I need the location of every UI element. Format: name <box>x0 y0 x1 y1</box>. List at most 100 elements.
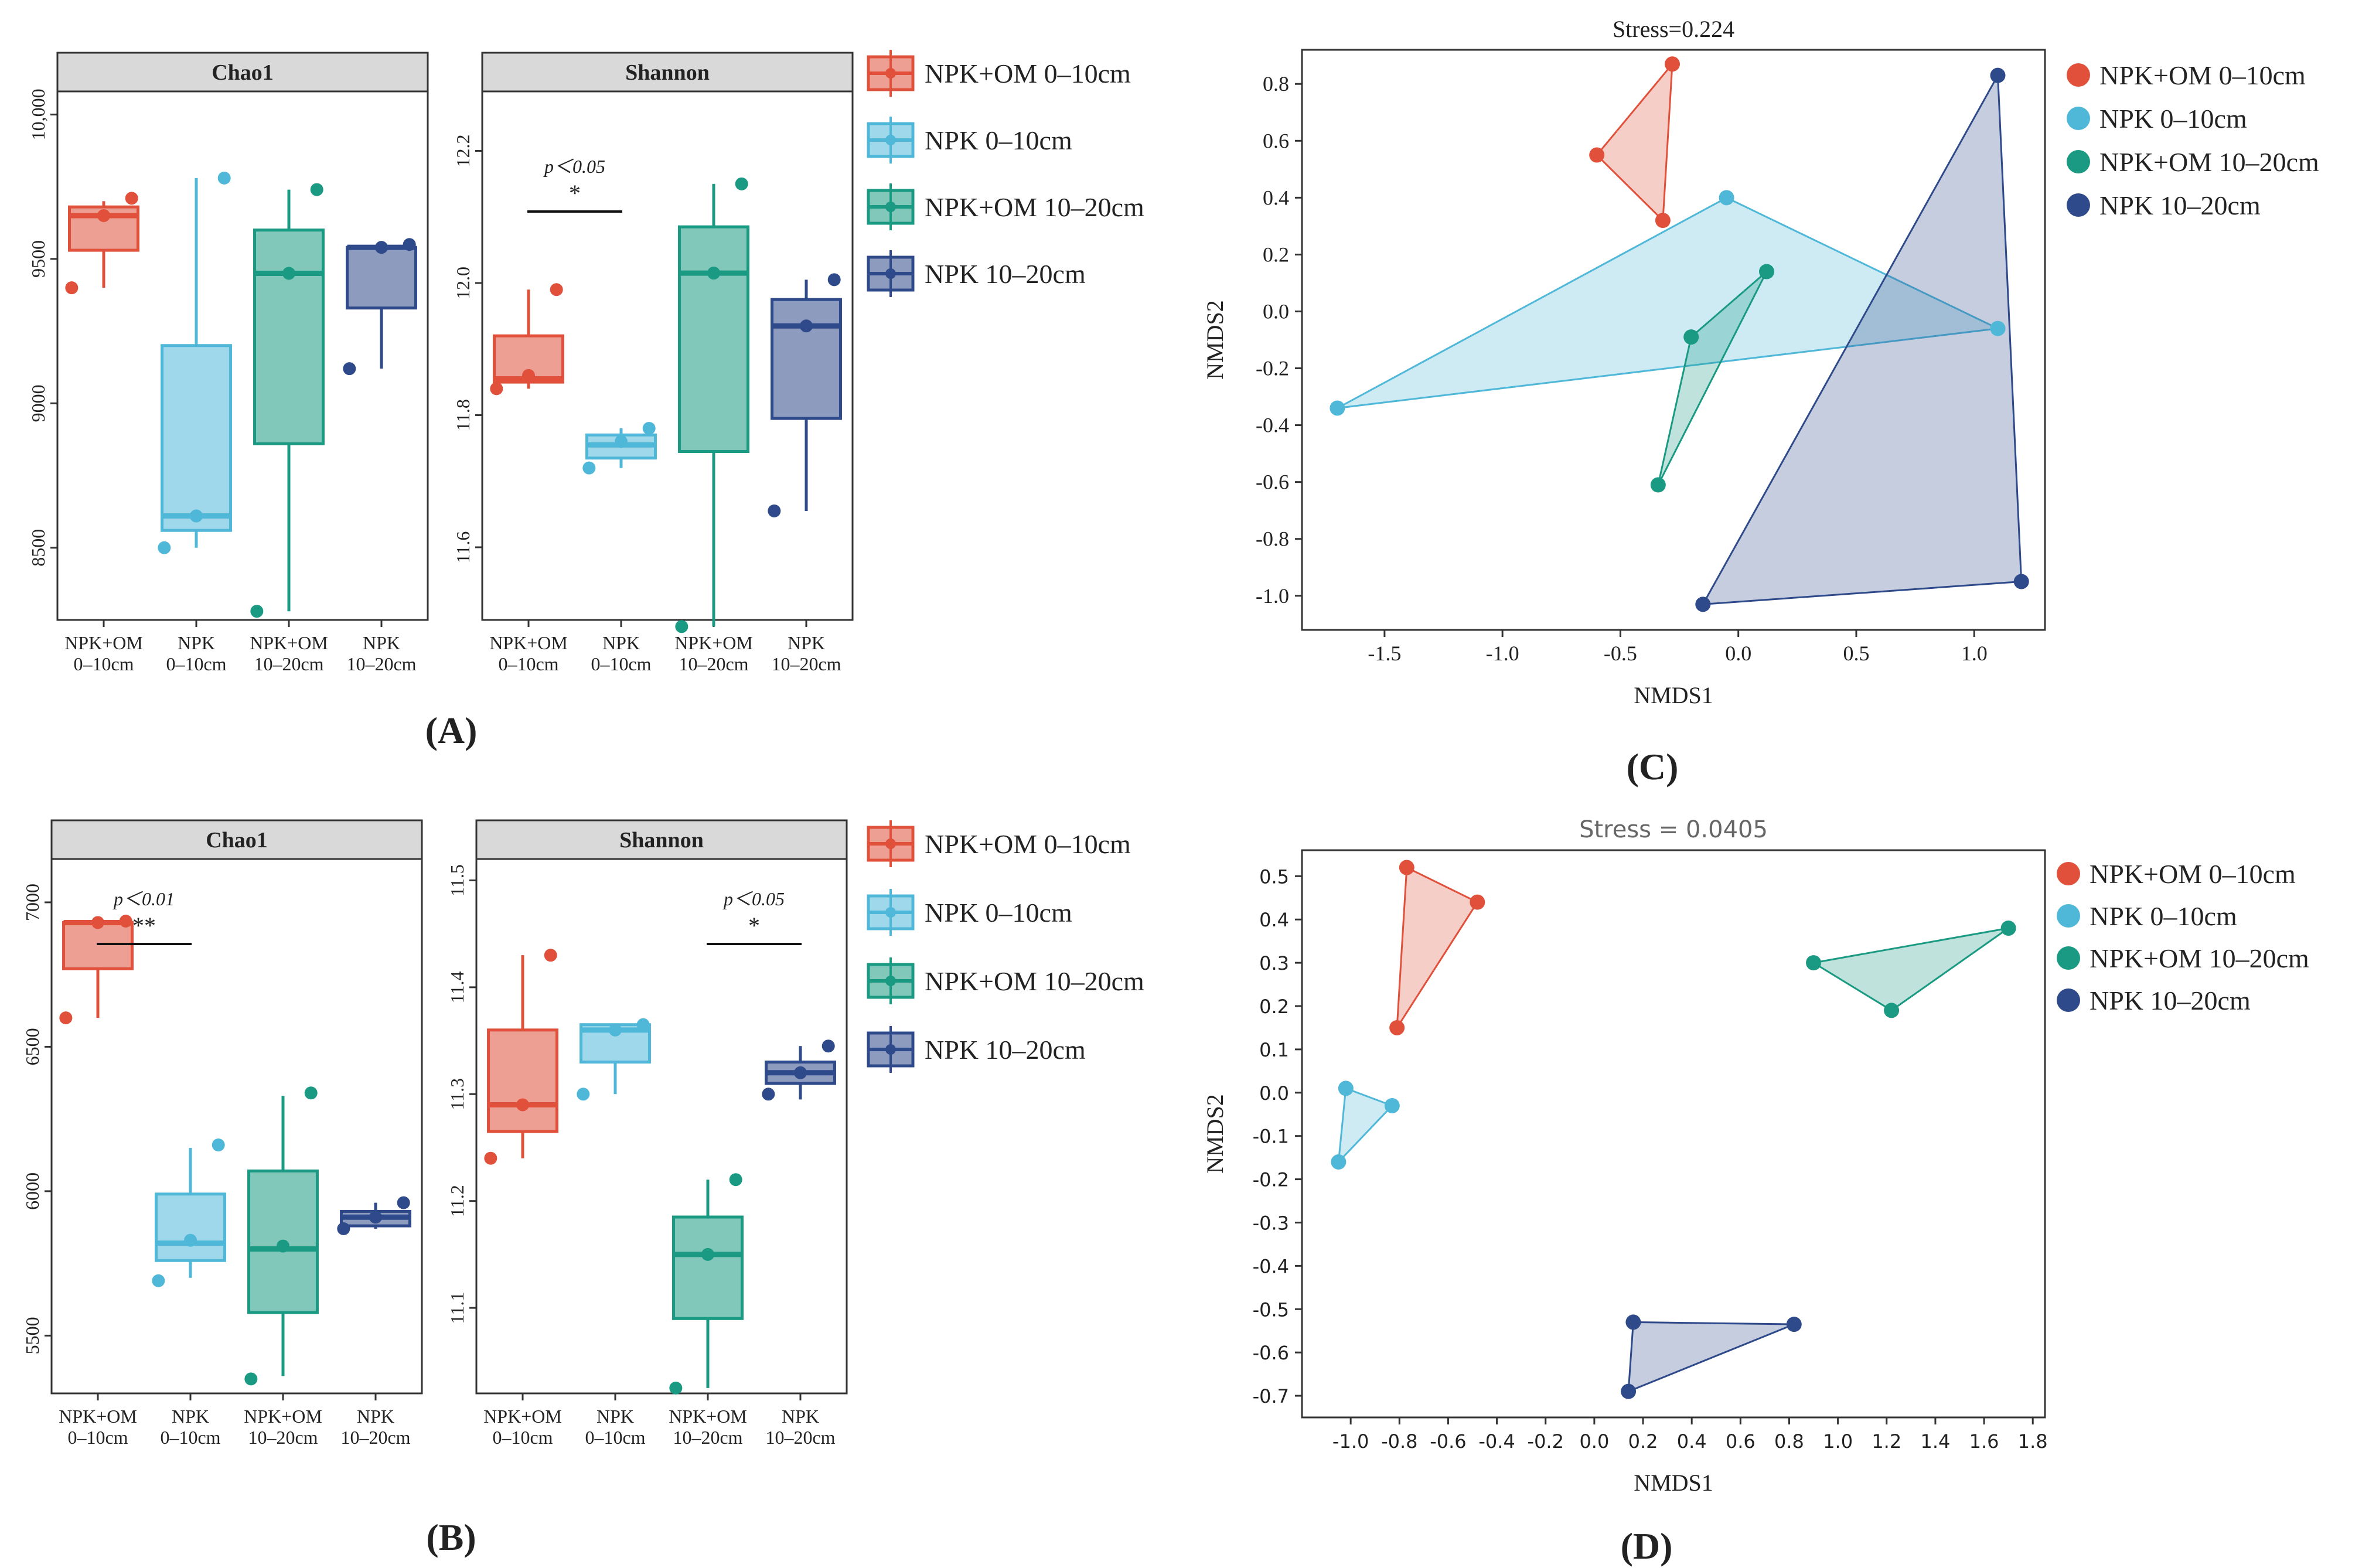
data-point <box>97 209 110 222</box>
group-hull <box>1657 271 1768 486</box>
y-tick-label: 0.2 <box>1263 243 1289 266</box>
data-point <box>125 192 138 205</box>
x-tick-label: -0.4 <box>1478 1430 1515 1453</box>
data-point <box>642 422 656 435</box>
boxplot-A-shannon: Shannon11.611.812.012.2NPK+OM0–10cmNPK0–… <box>452 52 854 674</box>
data-point <box>337 1222 350 1236</box>
chart-title: Stress = 0.0405 <box>1579 816 1768 843</box>
data-point <box>490 382 503 396</box>
x-tick-label: NPK+OM <box>64 632 143 653</box>
legend-key-dot <box>885 202 896 212</box>
legend-label: NPK 0–10cm <box>925 125 1072 155</box>
sample-point <box>1621 1383 1637 1399</box>
group-hull <box>1701 72 2023 605</box>
legend-label: NPK+OM 10–20cm <box>925 192 1144 222</box>
significance-p: p＜0.05 <box>543 156 605 177</box>
legend-label: NPK+OM 0–10cm <box>925 59 1131 88</box>
sample-point <box>1338 1080 1354 1096</box>
x-tick-label: 0.0 <box>1579 1430 1609 1453</box>
data-point <box>190 509 203 523</box>
x-tick-label: NPK <box>782 1406 819 1427</box>
box <box>672 1215 744 1320</box>
y-tick-label: -0.5 <box>1253 1298 1289 1321</box>
panel-label-b: (B) <box>426 1516 476 1558</box>
group-hull <box>1337 196 2001 409</box>
legend-label: NPK 10–20cm <box>925 259 1086 289</box>
box <box>487 1028 558 1133</box>
sample-point <box>1664 56 1680 72</box>
significance-stars: * <box>569 180 581 206</box>
data-point <box>800 319 813 333</box>
data-point <box>119 914 132 928</box>
x-tick-label: NPK <box>172 1406 209 1427</box>
y-tick-label: 6000 <box>22 1172 43 1210</box>
y-tick-label: 10,000 <box>28 88 49 140</box>
legend-key-dot <box>885 268 896 279</box>
panel-label-d: (D) <box>1621 1525 1673 1567</box>
boxplot-legend: NPK+OM 0–10cm NPK 0–10cm NPK+OM 10–20cm NPK… <box>867 50 1144 297</box>
sample-point <box>1695 596 1711 612</box>
group-hull <box>1396 866 1479 1031</box>
x-tick-label: 10–20cm <box>346 653 416 674</box>
sample-point <box>1589 147 1605 163</box>
data-point <box>762 1088 775 1101</box>
legend-key-dot <box>885 68 896 79</box>
y-tick-label: 12.2 <box>452 134 473 167</box>
data-point <box>729 1173 742 1187</box>
y-tick-label: 0.6 <box>1263 129 1289 152</box>
nmds-D-nmds: Stress = 0.0405 -1.0 -0.8 -0.6 -0.4 -0.2 0.0 0.… <box>1202 816 2048 1496</box>
box <box>253 229 325 445</box>
legend-label: NPK 10–20cm <box>2090 986 2251 1015</box>
legend-key-dot <box>885 135 896 145</box>
sample-point <box>1331 1154 1347 1170</box>
y-tick-label: 9000 <box>28 384 49 422</box>
x-tick-label: NPK+OM <box>483 1406 562 1427</box>
y-tick-label: -0.3 <box>1253 1212 1289 1234</box>
x-tick-label: NPK+OM <box>59 1406 137 1427</box>
legend-label: NPK 10–20cm <box>2099 190 2261 220</box>
sample-point <box>1806 955 1822 971</box>
y-tick-label: 0.0 <box>1263 299 1289 323</box>
significance-stars: * <box>748 912 760 939</box>
y-tick-label: -0.4 <box>1253 1255 1289 1277</box>
legend-key-dot <box>2057 946 2080 970</box>
y-tick-label: 0.4 <box>1259 909 1289 931</box>
data-point <box>250 605 264 618</box>
data-point <box>735 177 748 190</box>
data-point <box>375 241 388 254</box>
x-tick-label: 0.0 <box>1725 642 1751 665</box>
panel-label-c: (C) <box>1627 746 1679 788</box>
x-tick-label: 10–20cm <box>340 1427 410 1448</box>
data-point <box>550 283 563 296</box>
x-tick-label: NPK+OM <box>489 632 568 653</box>
legend-key-dot <box>885 1044 896 1055</box>
x-tick-label: 1.0 <box>1823 1430 1853 1453</box>
legend-key-dot <box>2057 988 2080 1012</box>
x-tick-label: 1.8 <box>2018 1430 2048 1453</box>
x-tick-label: 0–10cm <box>160 1427 220 1448</box>
y-tick-label: 11.4 <box>446 971 468 1003</box>
legend-label: NPK+OM 0–10cm <box>925 829 1131 859</box>
x-tick-label: 10–20cm <box>254 653 323 674</box>
y-tick-label: -0.7 <box>1253 1385 1289 1407</box>
legend-label: NPK+OM 10–20cm <box>2090 943 2309 973</box>
legend-label: NPK+OM 0–10cm <box>2099 60 2306 90</box>
y-tick-label: 0.2 <box>1259 996 1289 1018</box>
legend-key-dot <box>2067 107 2090 130</box>
y-axis-title: NMDS2 <box>1202 1094 1228 1174</box>
boxplot-panels: Chao185009000950010,000NPK+OM0–10cmNPK0–… <box>22 52 854 1448</box>
box <box>161 344 232 532</box>
data-point <box>369 1211 382 1224</box>
legend-key-dot <box>885 976 896 986</box>
x-tick-label: NPK <box>363 632 400 653</box>
legend-key-dot <box>2057 862 2080 885</box>
box <box>62 921 134 970</box>
sample-point <box>2013 574 2029 589</box>
data-point <box>484 1151 497 1165</box>
y-tick-label: -0.8 <box>1256 527 1289 551</box>
legend-label: NPK+OM 10–20cm <box>2099 147 2319 177</box>
y-tick-label: 0.8 <box>1263 72 1289 96</box>
data-point <box>217 171 231 185</box>
x-tick-label: NPK+OM <box>244 1406 322 1427</box>
y-tick-label: 12.0 <box>452 267 473 299</box>
